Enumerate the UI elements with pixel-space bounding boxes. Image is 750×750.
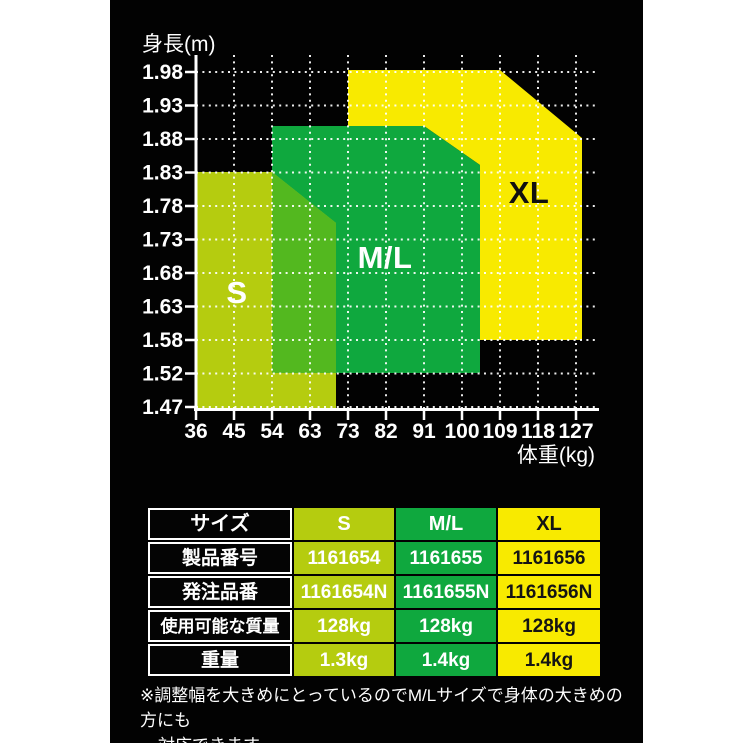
y-tick-label: 1.73 [142, 229, 183, 252]
table-cell: 1.3kg [294, 644, 394, 676]
table-cell: 128kg [498, 610, 600, 642]
x-axis-ticks [194, 410, 578, 420]
y-tick-label: 1.52 [142, 363, 183, 386]
size-chart: 身長(m) 体重(kg) 1.98 1.93 1.88 1.83 1.78 1.… [142, 33, 599, 467]
x-tick-label: 127 [558, 420, 593, 443]
region-s-ml-overlap [272, 172, 336, 373]
x-tick-label: 82 [374, 420, 397, 443]
x-tick-label: 91 [412, 420, 436, 443]
x-tick-label: 73 [336, 420, 359, 443]
y-tick-label: 1.88 [142, 128, 183, 151]
y-axis-title: 身長(m) [142, 33, 215, 56]
table-cell: 1161656N [498, 576, 600, 608]
footnote-line-2: 対応できます。 [158, 736, 276, 750]
region-label-s: S [226, 275, 247, 310]
table-cell: 128kg [396, 610, 496, 642]
table-cell: 1161655 [396, 542, 496, 574]
table-cell: 1161656 [498, 542, 600, 574]
region-label-xl: XL [509, 175, 550, 210]
x-tick-label: 118 [521, 420, 555, 443]
x-tick-label: 45 [222, 420, 246, 443]
y-axis-ticks [185, 70, 195, 409]
table-row-label: 使用可能な質量 [148, 610, 292, 642]
footnote-line-1: ※調整幅を大きめにとっているのでM/Lサイズで身体の大きめの方にも [140, 686, 623, 730]
x-axis-title: 体重(kg) [517, 444, 595, 467]
y-tick-label: 1.98 [142, 61, 183, 84]
table-header-size: サイズ [148, 508, 292, 540]
y-tick-label: 1.93 [142, 95, 183, 118]
table-header-ml: M/L [396, 508, 496, 540]
table-cell: 1.4kg [396, 644, 496, 676]
x-tick-label: 36 [184, 420, 207, 443]
x-tick-label: 63 [298, 420, 321, 443]
table-row-label: 製品番号 [148, 542, 292, 574]
y-tick-label: 1.58 [142, 329, 183, 352]
table-header-s: S [294, 508, 394, 540]
y-tick-label: 1.68 [142, 262, 183, 285]
x-tick-label: 109 [482, 420, 517, 443]
table-cell: 1161654N [294, 576, 394, 608]
table-row-label: 重量 [148, 644, 292, 676]
table-cell: 1.4kg [498, 644, 600, 676]
table-cell: 128kg [294, 610, 394, 642]
table-cell: 1161655N [396, 576, 496, 608]
y-tick-label: 1.47 [142, 396, 183, 419]
table-cell: 1161654 [294, 542, 394, 574]
x-tick-label: 100 [444, 420, 479, 443]
footnote: ※調整幅を大きめにとっているのでM/Lサイズで身体の大きめの方にも 対応できます… [140, 683, 626, 750]
y-tick-label: 1.78 [142, 195, 183, 218]
x-tick-label: 54 [260, 420, 284, 443]
table-row-label: 発注品番 [148, 576, 292, 608]
table-header-xl: XL [498, 508, 600, 540]
size-spec-table: サイズ S M/L XL 製品番号 1161654 1161655 116165… [148, 508, 600, 676]
y-tick-label: 1.83 [142, 162, 183, 185]
region-label-ml: M/L [358, 240, 413, 275]
y-tick-label: 1.63 [142, 296, 183, 319]
